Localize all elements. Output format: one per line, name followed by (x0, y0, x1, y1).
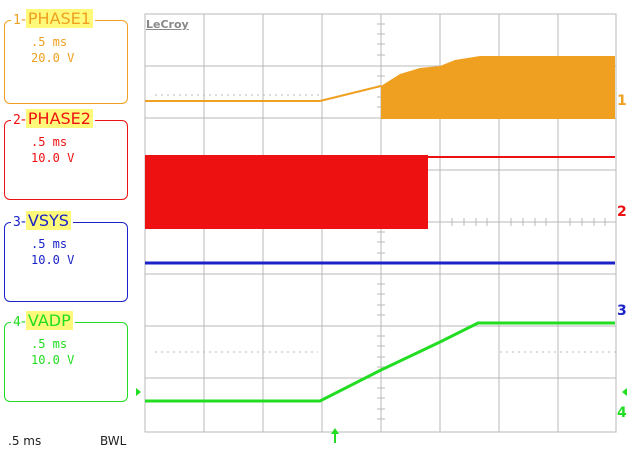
footer-bandwidth-limit: BWL (100, 434, 127, 448)
channel-4-name: VADP (25, 311, 73, 330)
channel-1-scale: 20.0 V (31, 51, 75, 65)
channel-4-label: 4- VADP (11, 311, 75, 331)
channel-3-number: 3 (13, 215, 21, 230)
channel-4-marker: 4 (617, 405, 627, 421)
channel-2-box[interactable]: 2- PHASE2 .5 ms 10.0 V (4, 109, 128, 200)
channel-2-waveform (145, 155, 615, 229)
channel-2-scale: 10.0 V (31, 151, 75, 165)
brand-logo: LeCroy (146, 18, 189, 31)
channel-4-scale: 10.0 V (31, 353, 75, 367)
channel-2-number: 2 (13, 113, 21, 128)
channel-4-dash: - (20, 314, 26, 330)
channel-4-box[interactable]: 4- VADP .5 ms 10.0 V (4, 311, 128, 402)
channel-3-label: 3- VSYS (11, 211, 73, 231)
channel-1-waveform (145, 56, 615, 119)
channel-2-marker: 2 (617, 204, 627, 220)
trigger-arrow-icon[interactable] (331, 428, 339, 443)
channel-4-right-marker-icon (622, 388, 627, 396)
channel-2-timebase: .5 ms (31, 135, 68, 149)
channel-3-marker: 3 (617, 303, 627, 319)
channel-1-dash: - (20, 12, 26, 28)
channel-1-timebase: .5 ms (31, 35, 68, 49)
dotted-reference-lines (155, 94, 616, 353)
channel-3-timebase: .5 ms (31, 237, 68, 251)
footer-timebase: .5 ms (8, 434, 42, 448)
channel-3-box[interactable]: 3- VSYS .5 ms 10.0 V (4, 211, 128, 302)
channel-3-dash: - (20, 214, 26, 230)
channel-1-number: 1 (13, 13, 21, 28)
channel-1-name: PHASE1 (25, 9, 93, 28)
channel-2-dash: - (20, 112, 26, 128)
channel-4-ground-marker-icon (136, 388, 141, 396)
channel-3-name: VSYS (25, 211, 71, 230)
channel-1-box[interactable]: 1- PHASE1 .5 ms 20.0 V (4, 9, 128, 104)
channel-2-label: 2- PHASE2 (11, 109, 95, 129)
channel-3-scale: 10.0 V (31, 253, 75, 267)
channel-4-number: 4 (13, 315, 21, 330)
channel-4-waveform (145, 321, 615, 403)
channel-4-timebase: .5 ms (31, 337, 68, 351)
channel-1-label: 1- PHASE1 (11, 9, 95, 29)
channel-2-name: PHASE2 (25, 109, 93, 128)
channel-1-marker: 1 (617, 93, 627, 109)
